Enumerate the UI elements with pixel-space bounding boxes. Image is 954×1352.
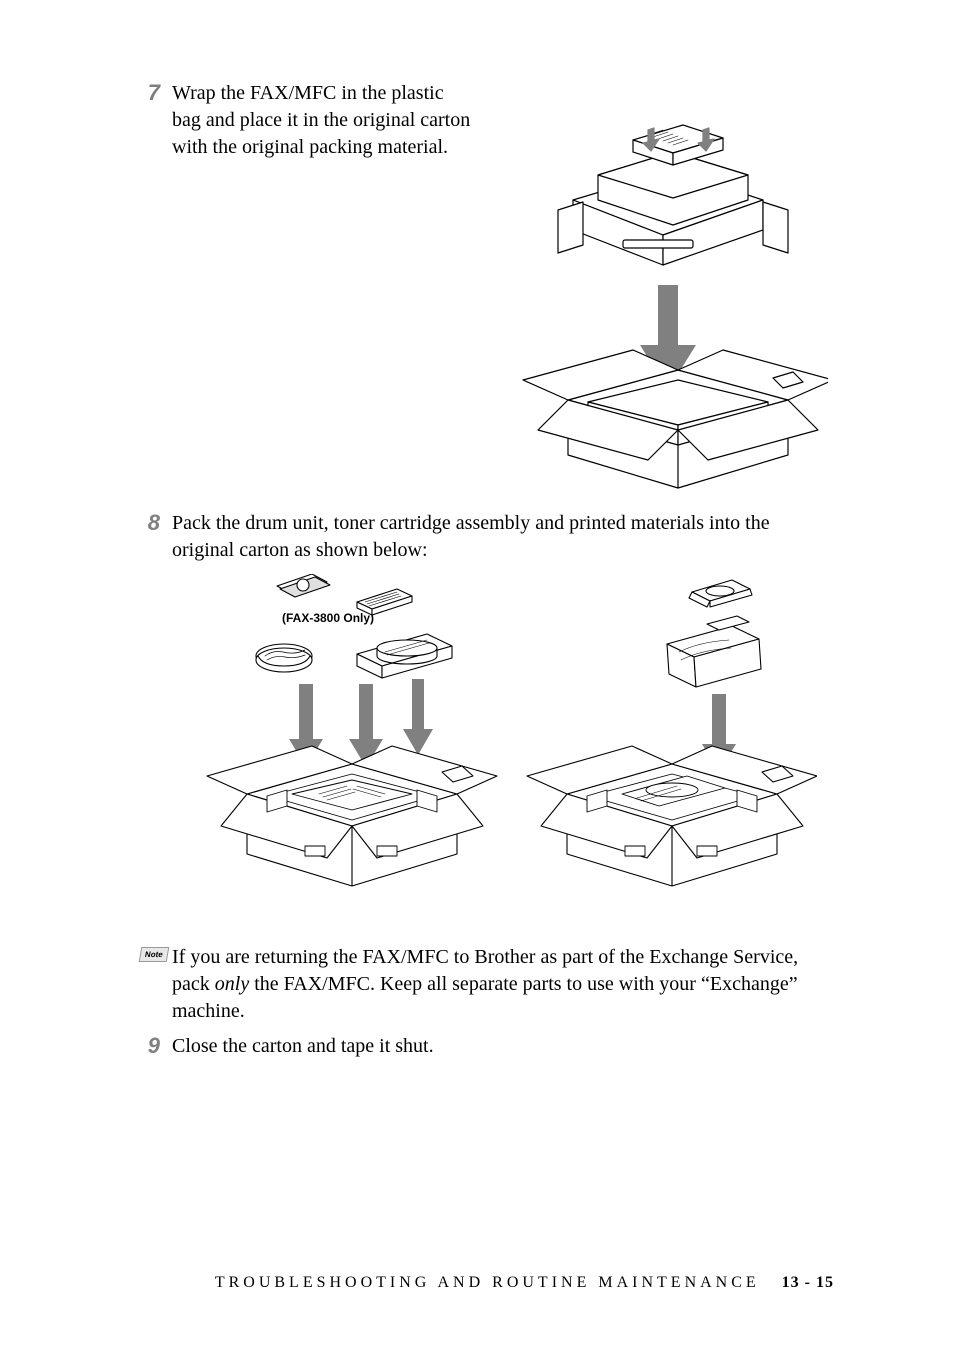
note-text-post: the FAX/MFC. Keep all separate parts to … <box>172 973 798 1022</box>
step-8-text: Pack the drum unit, toner cartridge asse… <box>172 510 834 564</box>
note-icon: Note <box>140 944 172 962</box>
note-text: If you are returning the FAX/MFC to Brot… <box>172 944 834 1025</box>
step-number-8: 8 <box>140 510 172 536</box>
step-9: 9 Close the carton and tape it shut. <box>140 1033 834 1060</box>
packing-into-box-illustration <box>498 70 828 490</box>
packing-components-illustration: (FAX-3800 Only) <box>157 574 817 914</box>
figure-step-7 <box>492 70 834 490</box>
footer-page-number: 13 - 15 <box>782 1274 834 1291</box>
page-footer: TROUBLESHOOTING AND ROUTINE MAINTENANCE … <box>140 1274 834 1292</box>
step-number-9: 9 <box>140 1033 172 1059</box>
footer-section: TROUBLESHOOTING AND ROUTINE MAINTENANCE <box>215 1274 760 1291</box>
step-9-text: Close the carton and tape it shut. <box>172 1033 834 1060</box>
figure-step-8: (FAX-3800 Only) <box>140 574 834 914</box>
fax-only-label: (FAX-3800 Only) <box>282 611 374 625</box>
step-number-7: 7 <box>140 80 172 106</box>
note-icon-label: Note <box>139 947 169 962</box>
note-text-italic: only <box>215 973 249 995</box>
step-7: 7 Wrap the FAX/MFC in the plastic bag an… <box>140 80 834 490</box>
note-block: Note If you are returning the FAX/MFC to… <box>140 944 834 1025</box>
step-7-text: Wrap the FAX/MFC in the plastic bag and … <box>172 80 472 161</box>
step-8: 8 Pack the drum unit, toner cartridge as… <box>140 510 834 564</box>
